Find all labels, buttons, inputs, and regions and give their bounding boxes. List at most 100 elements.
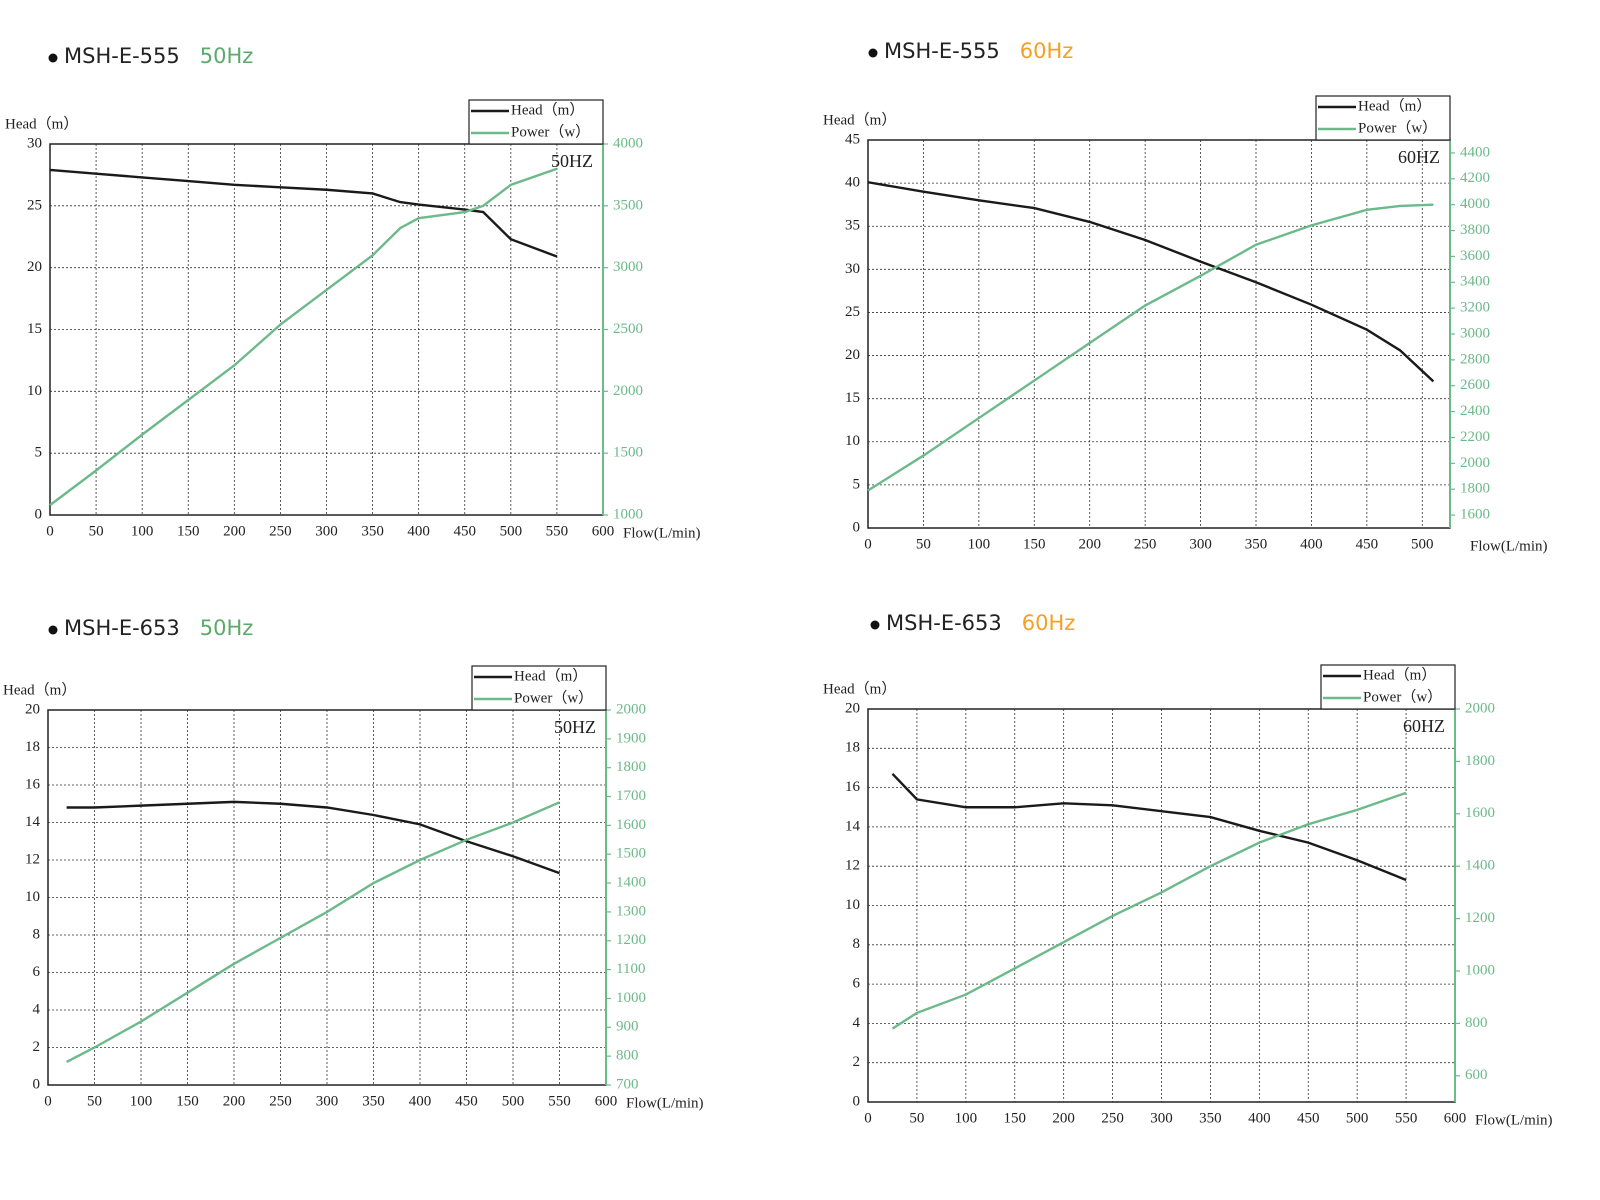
x-tick-label: 450 xyxy=(455,1093,478,1109)
y2-tick-label: 2400 xyxy=(1460,403,1490,419)
x-tick-label: 250 xyxy=(269,1093,292,1109)
y-tick-label: 5 xyxy=(853,476,861,492)
x-tick-label: 50 xyxy=(89,523,104,539)
series-line xyxy=(49,167,558,507)
y2-tick-label: 3600 xyxy=(1460,248,1490,264)
x-tick-label: 400 xyxy=(407,523,430,539)
series-line xyxy=(867,181,1435,383)
y-tick-label: 30 xyxy=(27,135,42,151)
bullet xyxy=(48,625,58,635)
legend-label: Power（w） xyxy=(1363,688,1442,705)
y-tick-label: 12 xyxy=(25,851,40,867)
y2-tick-label: 2000 xyxy=(1460,455,1490,471)
y2-tick-label: 3800 xyxy=(1460,222,1490,238)
chart-title: MSH-E-653 xyxy=(886,611,1002,635)
legend-box xyxy=(1315,95,1451,141)
legend-box xyxy=(468,99,604,145)
y-tick-label: 0 xyxy=(35,506,43,522)
y-axis-label: Head（m） xyxy=(5,115,78,132)
x-tick-label: 400 xyxy=(1248,1110,1271,1126)
y-tick-label: 0 xyxy=(853,519,861,535)
y2-tick-label: 3400 xyxy=(1460,274,1490,290)
y-tick-label: 35 xyxy=(845,218,860,234)
y2-tick-label: 1800 xyxy=(616,759,646,775)
chart-subtitle: 50Hz xyxy=(200,44,254,68)
y-tick-label: 45 xyxy=(845,131,860,147)
x-tick-label: 50 xyxy=(87,1093,102,1109)
y2-tick-label: 1100 xyxy=(616,961,645,977)
x-tick-label: 550 xyxy=(1395,1110,1418,1126)
y-tick-label: 40 xyxy=(845,175,860,191)
y-tick-label: 18 xyxy=(845,740,860,756)
y2-tick-label: 1500 xyxy=(613,445,643,461)
series-line xyxy=(891,773,1407,882)
y2-tick-label: 1800 xyxy=(1465,753,1495,769)
annotation: 60HZ xyxy=(1403,716,1445,736)
x-tick-label: 200 xyxy=(1078,536,1101,552)
y-tick-label: 6 xyxy=(33,964,41,980)
y-tick-label: 15 xyxy=(845,390,860,406)
x-tick-label: 0 xyxy=(864,1110,872,1126)
y2-tick-label: 1900 xyxy=(616,730,646,746)
series-line xyxy=(66,801,560,1063)
x-tick-label: 150 xyxy=(1004,1110,1027,1126)
y2-tick-label: 1700 xyxy=(616,788,646,804)
x-tick-label: 350 xyxy=(1245,536,1268,552)
y2-tick-label: 1800 xyxy=(1460,481,1490,497)
x-tick-label: 600 xyxy=(595,1093,618,1109)
y2-tick-label: 1600 xyxy=(1465,805,1495,821)
y2-tick-label: 4000 xyxy=(1460,196,1490,212)
x-tick-label: 600 xyxy=(592,523,615,539)
x-tick-label: 200 xyxy=(223,1093,246,1109)
x-tick-label: 50 xyxy=(916,536,931,552)
legend-label: Head（m） xyxy=(1363,666,1436,683)
legend-label: Head（m） xyxy=(511,101,584,118)
x-tick-label: 100 xyxy=(955,1110,978,1126)
x-tick-label: 350 xyxy=(362,1093,385,1109)
y2-tick-label: 3500 xyxy=(613,197,643,213)
series-line xyxy=(66,800,560,875)
x-tick-label: 150 xyxy=(1023,536,1046,552)
x-tick-label: 300 xyxy=(315,523,338,539)
x-tick-label: 0 xyxy=(44,1093,52,1109)
x-tick-label: 100 xyxy=(968,536,991,552)
annotation: 50HZ xyxy=(551,151,593,171)
x-tick-label: 300 xyxy=(1189,536,1212,552)
legend-label: Power（w） xyxy=(511,123,590,140)
x-tick-label: 400 xyxy=(409,1093,432,1109)
chart-title: MSH-E-555 xyxy=(64,44,180,68)
y2-tick-label: 1000 xyxy=(1465,962,1495,978)
y-axis-label: Head（m） xyxy=(3,681,76,698)
x-tick-label: 550 xyxy=(548,1093,571,1109)
x-tick-label: 350 xyxy=(1199,1110,1222,1126)
legend-label: Power（w） xyxy=(514,689,593,706)
y-tick-label: 10 xyxy=(27,383,42,399)
y-tick-label: 16 xyxy=(845,779,861,795)
y2-tick-label: 3200 xyxy=(1460,300,1490,316)
chart-title: MSH-E-653 xyxy=(64,616,180,640)
x-tick-label: 500 xyxy=(1346,1110,1369,1126)
y-tick-label: 5 xyxy=(35,445,43,461)
y-tick-label: 25 xyxy=(845,304,860,320)
x-tick-label: 600 xyxy=(1444,1110,1467,1126)
y-axis-label: Head（m） xyxy=(823,680,896,697)
y-tick-label: 2 xyxy=(33,1039,41,1055)
x-tick-label: 200 xyxy=(1052,1110,1075,1126)
y2-tick-label: 1400 xyxy=(616,875,646,891)
y2-tick-label: 3000 xyxy=(1460,325,1490,341)
x-tick-label: 200 xyxy=(223,523,246,539)
x-tick-label: 150 xyxy=(176,1093,199,1109)
bullet xyxy=(48,53,58,63)
y-tick-label: 0 xyxy=(853,1093,861,1109)
y2-tick-label: 2500 xyxy=(613,321,643,337)
chart-subtitle: 60Hz xyxy=(1020,39,1074,63)
y2-tick-label: 700 xyxy=(616,1076,639,1092)
x-tick-label: 550 xyxy=(546,523,569,539)
y2-tick-label: 4000 xyxy=(613,135,643,151)
y2-tick-label: 800 xyxy=(616,1048,639,1064)
